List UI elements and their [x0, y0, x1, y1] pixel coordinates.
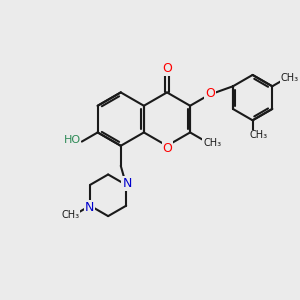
- Text: N: N: [122, 177, 132, 190]
- Text: O: O: [205, 87, 215, 100]
- Text: CH₃: CH₃: [203, 138, 221, 148]
- Text: CH₃: CH₃: [61, 210, 80, 220]
- Text: O: O: [163, 142, 172, 155]
- Text: HO: HO: [63, 135, 81, 145]
- Text: CH₃: CH₃: [250, 130, 268, 140]
- Text: O: O: [162, 62, 172, 75]
- Text: N: N: [85, 201, 94, 214]
- Text: CH₃: CH₃: [281, 73, 299, 83]
